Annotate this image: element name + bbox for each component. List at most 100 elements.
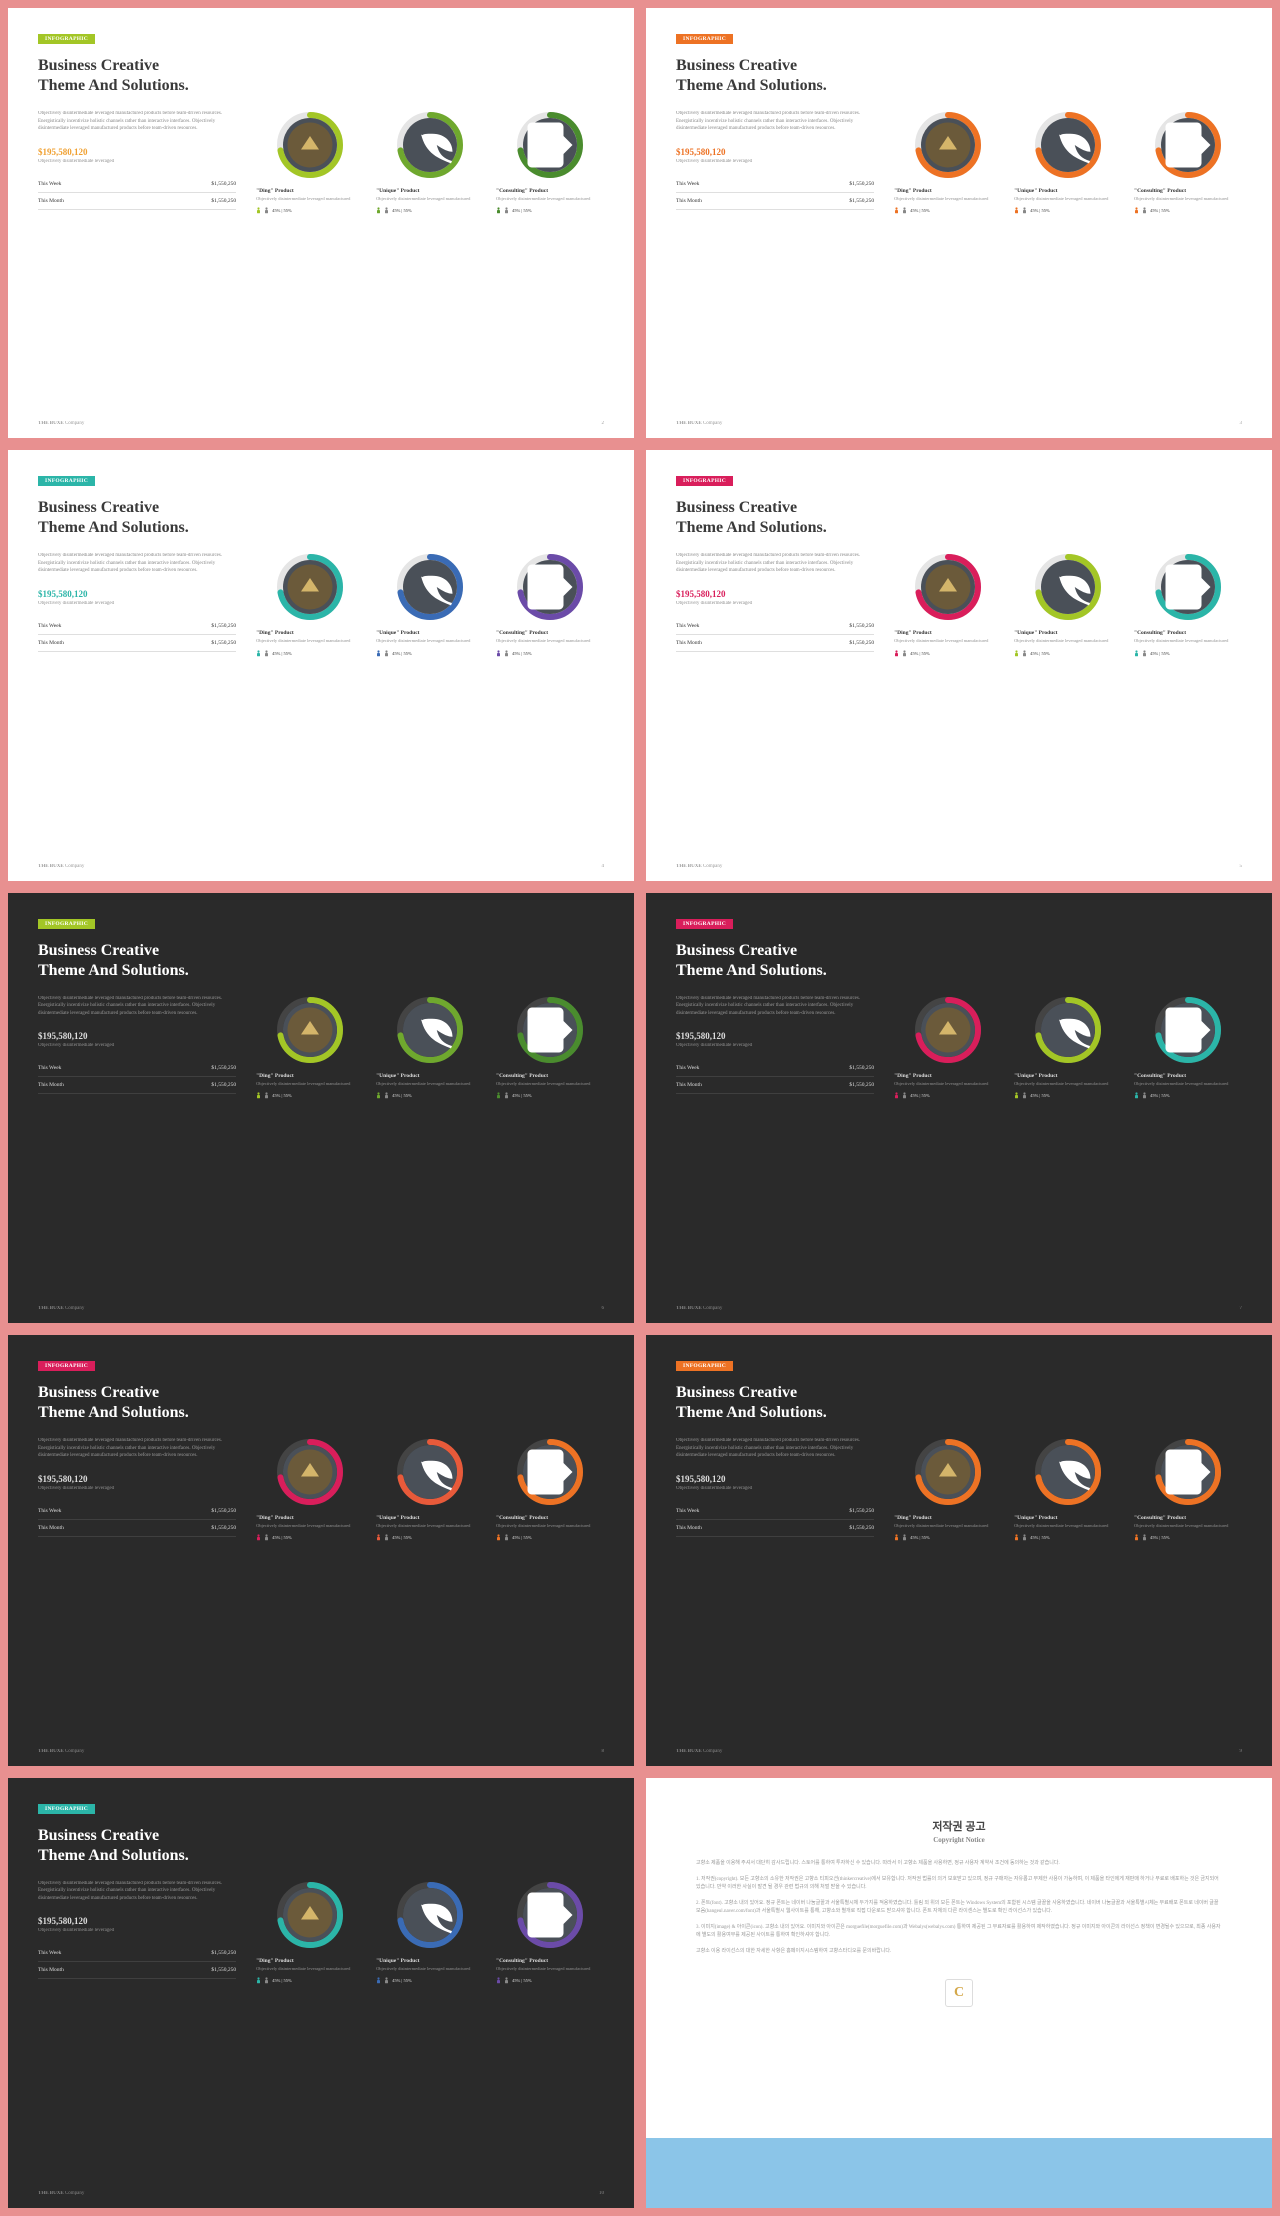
product-column: "Ding" Product Objectively disintermedia… [256,1880,364,1984]
figure-sub: Objectively disintermediate leveraged [38,1043,236,1048]
figure-sub: Objectively disintermediate leveraged [676,601,874,606]
product-title: "Consulting" Product [496,1958,604,1964]
product-desc: Objectively disintermediate leveraged ma… [1134,638,1242,644]
stat-row: This Month$1,550,250 [38,635,236,652]
product-desc: Objectively disintermediate leveraged ma… [1134,196,1242,202]
product-stats: 45% | 55% [496,1977,604,1984]
copyright-notice: C 저작권 공고 Copyright Notice 고향소 제품을 이용해 주셔… [646,1778,1272,2208]
product-stats: 45% | 55% [1134,1092,1242,1099]
product-stats: 45% | 55% [894,1534,1002,1541]
slide-title: Business CreativeTheme And Solutions. [676,498,1242,538]
stat-row: This Week$1,550,250 [38,618,236,635]
figure-sub: Objectively disintermediate leveraged [38,159,236,164]
product-stats: 45% | 55% [1134,1534,1242,1541]
product-stats: 45% | 55% [376,1977,484,1984]
slide-title: Business CreativeTheme And Solutions. [676,1383,1242,1423]
footer: THE BUXE Company5 [676,864,1242,869]
product-stats: 45% | 55% [496,207,604,214]
donut-chart [1153,995,1223,1065]
product-column: "Ding" Product Objectively disintermedia… [256,995,364,1099]
product-desc: Objectively disintermediate leveraged ma… [256,1966,364,1972]
badge: INFOGRAPHIC [38,34,95,44]
product-desc: Objectively disintermediate leveraged ma… [376,1523,484,1529]
product-column: "Unique" Product Objectively disintermed… [1014,110,1122,214]
slide: INFOGRAPHIC Business CreativeTheme And S… [8,1335,634,1765]
slide-title: Business CreativeTheme And Solutions. [38,941,604,981]
donut-chart [515,110,585,180]
product-title: "Consulting" Product [496,630,604,636]
product-title: "Unique" Product [1014,1073,1122,1079]
footer: THE BUXE Company8 [38,1749,604,1754]
description: Objectively disintermediate leveraged ma… [38,1437,236,1460]
product-column: "Ding" Product Objectively disintermedia… [256,1437,364,1541]
product-desc: Objectively disintermediate leveraged ma… [376,1966,484,1972]
product-desc: Objectively disintermediate leveraged ma… [376,1081,484,1087]
donut-chart [1033,995,1103,1065]
logo-badge: C [945,1979,973,2007]
product-title: "Ding" Product [894,1515,1002,1521]
product-desc: Objectively disintermediate leveraged ma… [1014,1081,1122,1087]
product-title: "Consulting" Product [496,188,604,194]
product-title: "Unique" Product [376,1073,484,1079]
donut-chart [1153,552,1223,622]
description: Objectively disintermediate leveraged ma… [38,1880,236,1903]
figure: $195,580,120 [676,1031,874,1041]
description: Objectively disintermediate leveraged ma… [676,552,874,575]
footer: THE BUXE Company9 [676,1749,1242,1754]
product-desc: Objectively disintermediate leveraged ma… [496,638,604,644]
footer: THE BUXE Company6 [38,1306,604,1311]
notice-para: 1. 저작권(copyright). 모든 고향소의 소유한 저작권은 고향소 … [696,1876,1222,1892]
donut-chart [913,110,983,180]
product-desc: Objectively disintermediate leveraged ma… [894,1523,1002,1529]
notice-sub: Copyright Notice [696,1836,1222,1844]
slide-title: Business CreativeTheme And Solutions. [38,1826,604,1866]
product-desc: Objectively disintermediate leveraged ma… [496,1081,604,1087]
product-column: "Unique" Product Objectively disintermed… [376,1880,484,1984]
slide-title: Business CreativeTheme And Solutions. [38,56,604,96]
figure-sub: Objectively disintermediate leveraged [676,159,874,164]
product-desc: Objectively disintermediate leveraged ma… [256,1523,364,1529]
donut-chart [1153,110,1223,180]
donut-chart [913,995,983,1065]
figure-sub: Objectively disintermediate leveraged [676,1486,874,1491]
description: Objectively disintermediate leveraged ma… [676,110,874,133]
product-column: "Consulting" Product Objectively disinte… [496,1880,604,1984]
product-column: "Unique" Product Objectively disintermed… [376,552,484,656]
product-stats: 45% | 55% [894,650,1002,657]
product-stats: 45% | 55% [376,650,484,657]
product-desc: Objectively disintermediate leveraged ma… [1134,1523,1242,1529]
donut-chart [515,1880,585,1950]
product-stats: 45% | 55% [496,650,604,657]
product-title: "Ding" Product [256,188,364,194]
product-desc: Objectively disintermediate leveraged ma… [496,1523,604,1529]
product-desc: Objectively disintermediate leveraged ma… [1014,1523,1122,1529]
product-desc: Objectively disintermediate leveraged ma… [894,196,1002,202]
product-stats: 45% | 55% [256,1092,364,1099]
product-desc: Objectively disintermediate leveraged ma… [1014,638,1122,644]
donut-chart [395,552,465,622]
slide-title: Business CreativeTheme And Solutions. [38,498,604,538]
product-title: "Ding" Product [256,1073,364,1079]
product-stats: 45% | 55% [376,1092,484,1099]
figure-sub: Objectively disintermediate leveraged [38,1486,236,1491]
product-column: "Unique" Product Objectively disintermed… [1014,995,1122,1099]
donut-chart [275,552,345,622]
notice-para: 2. 폰트(font). 고향소 내의 있어요. 정규 폰트는 네이버 나눔글꼴… [696,1900,1222,1916]
product-column: "Unique" Product Objectively disintermed… [376,995,484,1099]
figure: $195,580,120 [38,1031,236,1041]
product-desc: Objectively disintermediate leveraged ma… [256,638,364,644]
stat-row: This Week$1,550,250 [676,176,874,193]
stat-row: This Month$1,550,250 [38,193,236,210]
stat-row: This Week$1,550,250 [676,1503,874,1520]
product-title: "Ding" Product [256,1958,364,1964]
donut-chart [515,1437,585,1507]
figure: $195,580,120 [38,589,236,599]
footer: THE BUXE Company10 [38,2191,604,2196]
badge: INFOGRAPHIC [38,919,95,929]
product-stats: 45% | 55% [1014,1534,1122,1541]
donut-chart [395,1880,465,1950]
notice-para: 고향소 제품을 이용해 주셔서 대단히 감사드립니다. 스토어를 통하여 투자하… [696,1860,1222,1868]
product-desc: Objectively disintermediate leveraged ma… [1134,1081,1242,1087]
donut-chart [515,552,585,622]
product-column: "Ding" Product Objectively disintermedia… [256,110,364,214]
